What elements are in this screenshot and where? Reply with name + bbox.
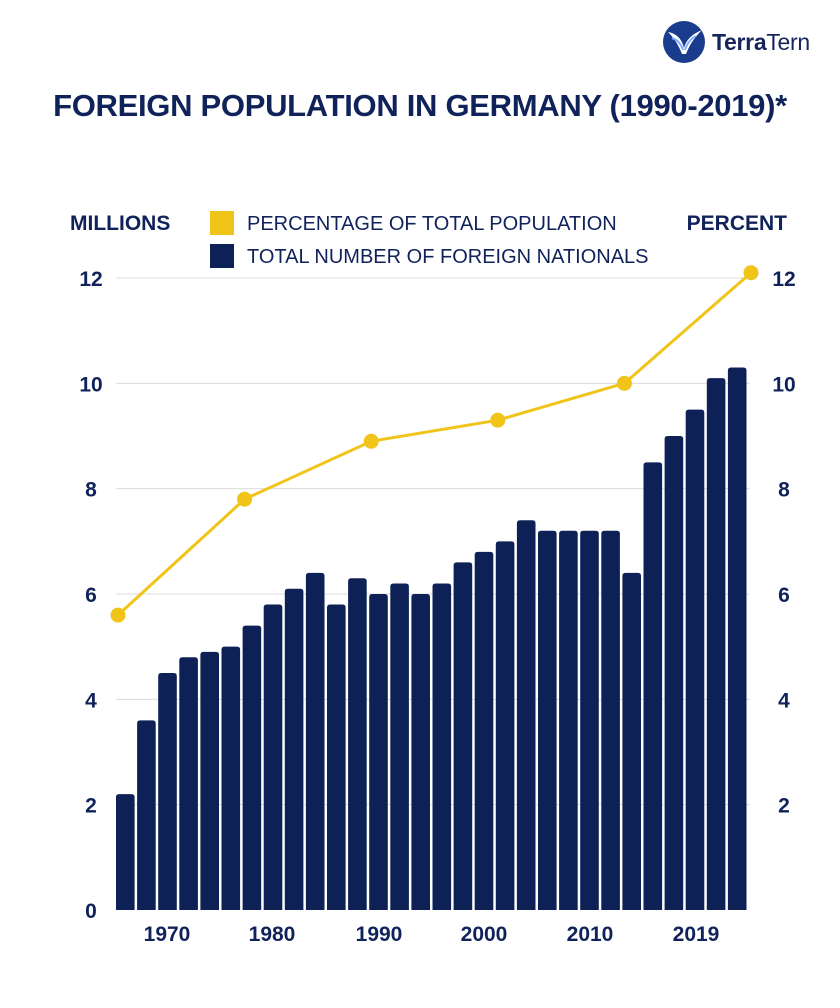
left-tick-label: 8	[85, 479, 97, 502]
left-tick-label: 10	[79, 373, 102, 396]
right-tick-label: 8	[778, 479, 790, 502]
line-series	[110, 265, 759, 623]
line-point	[616, 375, 632, 391]
bar	[643, 462, 663, 910]
bar	[664, 436, 684, 910]
x-tick-label: 2019	[673, 923, 720, 946]
percentage-line	[116, 271, 752, 617]
bar	[495, 541, 515, 910]
bar	[474, 551, 494, 910]
x-tick-label: 2000	[461, 923, 508, 946]
left-axis-title: MILLIONS	[70, 212, 170, 235]
bar	[200, 651, 219, 910]
bar	[601, 530, 620, 910]
bar	[727, 367, 747, 910]
legend-label: TOTAL NUMBER OF FOREIGN NATIONALS	[247, 246, 649, 268]
bar-series	[116, 367, 747, 911]
left-tick-label: 0	[85, 900, 97, 923]
line-point	[490, 412, 506, 428]
right-tick-label: 6	[778, 584, 790, 607]
line-point	[363, 433, 379, 449]
bar	[284, 588, 304, 910]
line-point	[743, 265, 759, 281]
left-tick-label: 4	[85, 689, 97, 712]
brand-name-bold: Terra	[712, 28, 767, 55]
bar	[305, 572, 325, 910]
x-tick-label: 1990	[356, 923, 403, 946]
bar	[411, 594, 430, 910]
bar	[137, 720, 156, 910]
right-tick-label: 12	[772, 268, 795, 291]
right-y-axis: 2 4 6 8 10 12	[772, 268, 795, 818]
bar	[221, 646, 241, 910]
bar	[580, 530, 599, 910]
bar	[453, 562, 473, 910]
x-tick-label: 1980	[249, 923, 296, 946]
brand-name: TerraTern	[712, 29, 810, 56]
bar	[348, 578, 367, 910]
bar	[369, 594, 388, 910]
bar	[432, 583, 452, 910]
bar	[158, 673, 177, 910]
bar	[179, 657, 198, 910]
chart-title: FOREIGN POPULATION IN GERMANY (1990-2019…	[53, 88, 787, 123]
bar	[516, 520, 536, 910]
bar	[622, 572, 641, 910]
left-tick-label: 12	[79, 268, 102, 291]
brand-name-regular: Tern	[766, 28, 810, 55]
line-point	[110, 607, 126, 623]
left-y-axis: 0 2 4 6 8 10 12	[79, 268, 102, 923]
bar	[706, 378, 726, 911]
legend-swatch	[210, 211, 234, 235]
legend-swatch	[210, 244, 234, 268]
bar	[685, 409, 705, 910]
bar	[559, 530, 578, 910]
right-tick-label: 4	[778, 689, 790, 712]
left-tick-label: 6	[85, 584, 97, 607]
line-point	[237, 491, 253, 507]
right-axis-title: PERCENT	[687, 212, 788, 235]
bar	[538, 530, 557, 910]
bar	[390, 583, 409, 910]
bar	[116, 794, 135, 910]
legend: PERCENTAGE OF TOTAL POPULATION TOTAL NUMB…	[210, 211, 649, 268]
right-tick-label: 2	[778, 795, 790, 818]
bar	[263, 604, 283, 910]
x-tick-label: 2010	[567, 923, 614, 946]
legend-label: PERCENTAGE OF TOTAL POPULATION	[247, 213, 617, 235]
bar	[327, 604, 346, 910]
bar	[242, 625, 262, 910]
brand-logo: TerraTern	[660, 18, 810, 66]
x-tick-label: 1970	[144, 923, 191, 946]
right-tick-label: 10	[772, 373, 795, 396]
x-axis: 1970 1980 1990 2000 2010 2019	[144, 923, 720, 946]
bird-icon	[663, 21, 705, 63]
left-tick-label: 2	[85, 795, 97, 818]
